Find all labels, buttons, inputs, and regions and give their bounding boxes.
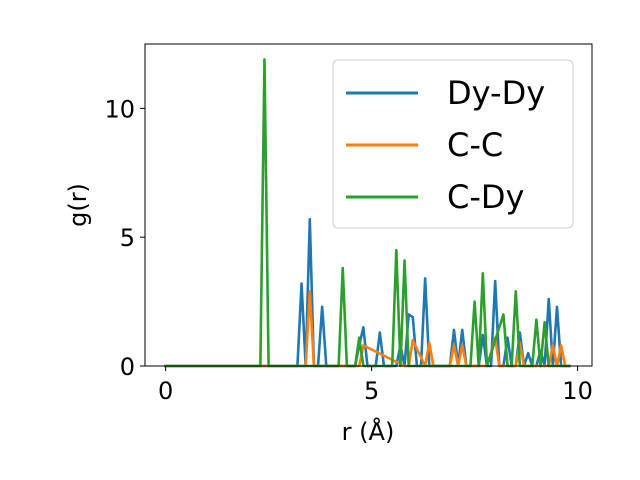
legend-box: [332, 59, 574, 229]
y-tick-label: 5: [120, 224, 135, 252]
y-axis-label: g(r): [64, 183, 92, 227]
x-tick-label: 10: [562, 377, 593, 405]
y-tick-label: 10: [104, 95, 135, 123]
x-tick-label: 5: [364, 377, 379, 405]
legend-label-c-c: C-C: [447, 126, 503, 164]
x-axis-label: r (Å): [342, 417, 395, 446]
ticks-layer: 0 5 10 0 5 10: [104, 95, 592, 405]
legend: Dy-Dy C-C C-Dy: [332, 59, 574, 229]
legend-label-dy-dy: Dy-Dy: [447, 74, 545, 112]
axes-frame: [144, 43, 593, 367]
legend-label-c-dy: C-Dy: [447, 178, 524, 216]
x-tick-label: 0: [158, 377, 173, 405]
series-line-dy-dy: [164, 217, 571, 368]
y-tick-label: 0: [120, 353, 135, 381]
